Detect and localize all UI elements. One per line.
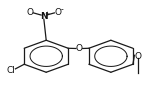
Text: O: O [76, 44, 83, 52]
Text: -: - [60, 5, 63, 14]
Text: +: + [45, 11, 50, 16]
Text: O: O [26, 8, 34, 17]
Text: Cl: Cl [6, 66, 15, 75]
Text: N: N [40, 12, 48, 20]
Text: O: O [134, 52, 141, 61]
Text: O: O [54, 8, 61, 17]
